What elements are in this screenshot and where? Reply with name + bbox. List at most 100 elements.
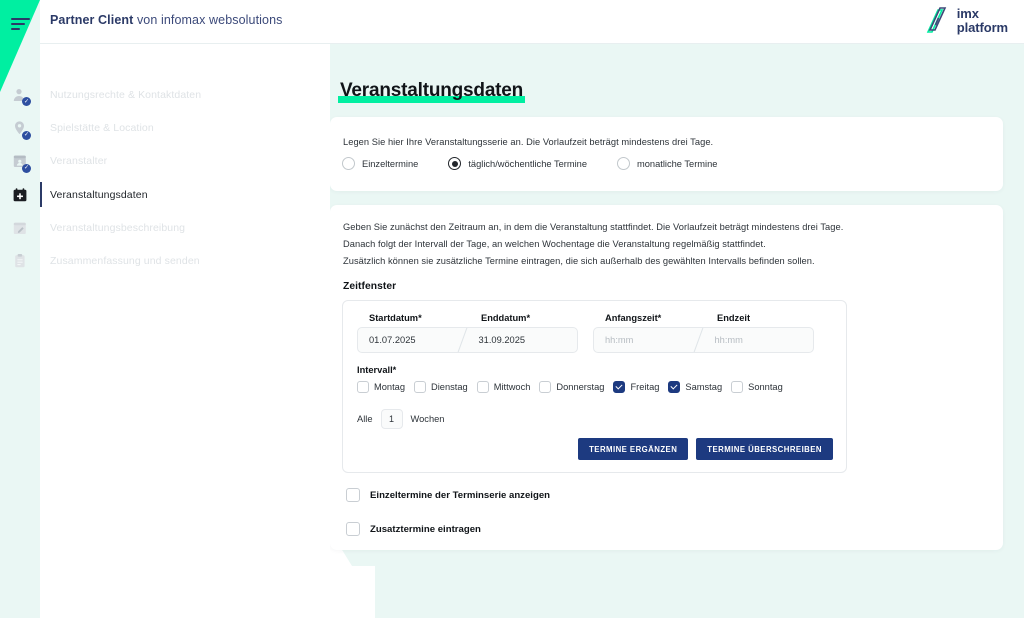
checkbox-label: Samstag	[685, 382, 723, 392]
termine-ueberschreiben-button[interactable]: TERMINE ÜBERSCHREIBEN	[696, 438, 833, 460]
checkbox-montag[interactable]: Montag	[357, 381, 405, 393]
sidebar-item-spielstaette[interactable]: Spielstätte & Location	[40, 111, 330, 144]
radio-einzeltermine[interactable]: Einzeltermine	[342, 157, 418, 170]
imx-platform-logo[interactable]: imx platform	[925, 6, 1008, 36]
radio-monatliche-termine[interactable]: monatliche Termine	[617, 157, 717, 170]
end-date-label: Enddatum*	[481, 313, 531, 323]
sidebar-icon-veranstalter[interactable]: ✓	[0, 145, 40, 178]
start-time-input[interactable]: hh:mm	[594, 328, 704, 352]
series-paragraph-2: Zusätzlich können sie zusätzliche Termin…	[343, 256, 815, 266]
event-mode-card: Legen Sie hier Ihre Veranstaltungsserie …	[330, 117, 1003, 191]
radio-indicator	[342, 157, 355, 170]
radio-taeglich-woechentlich[interactable]: täglich/wöchentliche Termine	[448, 157, 587, 170]
map-pin-check-icon	[12, 120, 28, 136]
checkbox-label: Montag	[374, 382, 406, 392]
user-check-icon	[12, 87, 28, 103]
checkbox-indicator	[539, 381, 552, 393]
checkbox-indicator	[346, 488, 360, 502]
icon-rail: ✓ ✓ ✓	[0, 0, 40, 618]
checkbox-indicator	[357, 381, 369, 393]
brand-subtitle: von infomax websolutions	[133, 13, 283, 27]
sidebar-item-label: Veranstaltungsbeschreibung	[50, 221, 186, 234]
event-mode-radio-group: Einzeltermine täglich/wöchentliche Termi…	[342, 157, 747, 170]
completed-check-badge: ✓	[22, 97, 31, 107]
weeks-number-input[interactable]: 1	[380, 409, 403, 429]
radio-label: Einzeltermine	[362, 158, 419, 169]
event-series-card: Geben Sie zunächst den Zeitraum an, in d…	[330, 205, 1003, 550]
checkbox-label: Zusatztermine eintragen	[370, 523, 481, 535]
start-time-placeholder: hh:mm	[605, 335, 634, 345]
series-action-buttons: TERMINE ERGÄNZEN TERMINE ÜBERSCHREIBEN	[578, 438, 833, 460]
series-paragraph-1: Geben Sie zunächst den Zeitraum an, in d…	[343, 222, 844, 249]
checkbox-zusatztermine-eintragen[interactable]: Zusatztermine eintragen	[346, 522, 481, 536]
sidebar-icon-veranstaltungsdaten[interactable]	[0, 178, 40, 211]
sidebar-item-veranstaltungsbeschreibung[interactable]: Veranstaltungsbeschreibung	[40, 211, 330, 244]
sidebar-item-veranstaltungsdaten[interactable]: Veranstaltungsdaten	[40, 178, 330, 211]
checkbox-mittwoch[interactable]: Mittwoch	[476, 381, 531, 393]
completed-check-badge: ✓	[22, 130, 31, 140]
start-date-input[interactable]: 01.07.2025	[358, 328, 468, 352]
sidebar-item-label: Nutzungsrechte & Kontaktdaten	[50, 88, 202, 101]
end-date-value: 31.09.2025	[478, 335, 526, 345]
nav-panel: Nutzungsrechte & Kontaktdaten Spielstätt…	[40, 0, 330, 618]
logo-line-2: platform	[956, 20, 1008, 35]
checkbox-indicator	[414, 381, 427, 393]
imx-logo-mark-icon	[925, 6, 951, 36]
hamburger-menu-icon[interactable]	[11, 18, 30, 31]
date-range-group: 01.07.2025 31.09.2025	[357, 327, 578, 353]
sidebar-icon-nutzungsrechte[interactable]: ✓	[0, 78, 40, 111]
checkbox-samstag[interactable]: Samstag	[668, 381, 722, 393]
checkbox-label: Einzeltermine der Terminserie anzeigen	[370, 489, 551, 501]
brand-title: Partner Client von infomax websolutions	[50, 13, 282, 27]
calendar-edit-icon	[12, 220, 28, 236]
logo-line-1: imx	[956, 6, 979, 21]
end-date-input[interactable]: 31.09.2025	[468, 328, 578, 352]
zeitfenster-heading: Zeitfenster	[343, 281, 397, 292]
checkbox-freitag[interactable]: Freitag	[613, 381, 659, 393]
step-navigation: Nutzungsrechte & Kontaktdaten Spielstätt…	[40, 78, 330, 278]
checkbox-indicator	[346, 522, 360, 536]
sidebar-item-label: Veranstaltungsdaten	[50, 188, 148, 201]
end-time-placeholder: hh:mm	[714, 335, 743, 345]
calendar-plus-icon	[12, 187, 28, 203]
sidebar-item-nutzungsrechte[interactable]: Nutzungsrechte & Kontaktdaten	[40, 78, 330, 111]
start-time-label: Anfangszeit*	[605, 313, 662, 323]
checkbox-label: Freitag	[630, 382, 660, 392]
termine-ergaenzen-button[interactable]: TERMINE ERGÄNZEN	[578, 438, 689, 460]
weekday-checkbox-group: Montag Dienstag Mittwoch Donnerstag	[357, 381, 792, 393]
rail-icon-list: ✓ ✓ ✓	[0, 78, 40, 278]
sidebar-item-label: Spielstätte & Location	[50, 121, 154, 134]
sidebar-item-label: Zusammenfassung und senden	[50, 255, 200, 268]
checkbox-sonntag[interactable]: Sonntag	[731, 381, 783, 393]
checkbox-label: Mittwoch	[493, 382, 531, 392]
completed-check-badge: ✓	[22, 163, 31, 173]
end-time-label: Endzeit	[717, 313, 751, 323]
start-date-label: Startdatum*	[369, 313, 422, 323]
zeitfenster-box: Startdatum* Enddatum* Anfangszeit* Endze…	[342, 300, 847, 473]
week-interval-row: Alle 1 Wochen	[357, 409, 444, 429]
sidebar-icon-veranstaltungsbeschreibung[interactable]	[0, 211, 40, 244]
imx-logo-text: imx platform	[957, 7, 1008, 35]
interval-label: Intervall*	[357, 365, 397, 375]
checkbox-indicator	[613, 381, 626, 393]
sidebar-icon-spielstaette[interactable]: ✓	[0, 111, 40, 144]
sidebar-icon-zusammenfassung[interactable]	[0, 244, 40, 277]
brand-name: Partner Client	[50, 13, 134, 27]
checkbox-indicator	[731, 381, 744, 393]
checkbox-einzeltermine-anzeigen[interactable]: Einzeltermine der Terminserie anzeigen	[346, 488, 550, 502]
checkbox-label: Dienstag	[431, 382, 468, 392]
checkbox-label: Donnerstag	[556, 382, 605, 392]
page-title: Veranstaltungsdaten	[338, 80, 526, 103]
checkbox-dienstag[interactable]: Dienstag	[414, 381, 468, 393]
sidebar-item-label: Veranstalter	[50, 155, 108, 168]
checkbox-indicator	[668, 381, 681, 393]
weeks-prefix-label: Alle	[357, 414, 373, 424]
checkbox-label: Sonntag	[748, 382, 783, 392]
end-time-input[interactable]: hh:mm	[704, 328, 814, 352]
checkbox-donnerstag[interactable]: Donnerstag	[539, 381, 604, 393]
mode-description: Legen Sie hier Ihre Veranstaltungsserie …	[343, 137, 714, 147]
sidebar-item-veranstalter[interactable]: Veranstalter	[40, 145, 330, 178]
sidebar-item-zusammenfassung[interactable]: Zusammenfassung und senden	[40, 244, 330, 277]
radio-label: monatliche Termine	[637, 158, 718, 169]
